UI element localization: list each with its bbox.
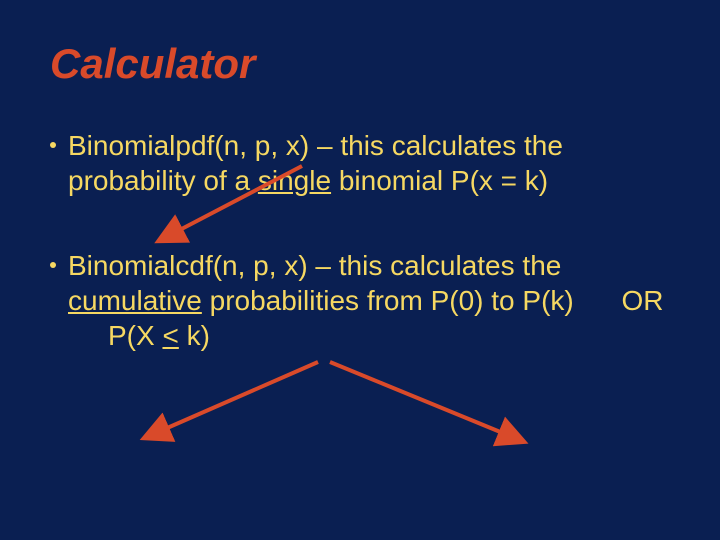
- bullet-2-cumulative: cumulative: [68, 285, 202, 316]
- bullet-1-single: single: [258, 165, 331, 196]
- bullet-2-or: OR: [622, 285, 664, 316]
- bullet-2-leq: <: [162, 320, 178, 351]
- bullet-2: Binomialcdf(n, p, x) – this calculates t…: [50, 248, 670, 353]
- bullet-2-tail1: P(X: [108, 320, 162, 351]
- bullet-2-text-b: probabilities from P(0) to P(k): [202, 285, 574, 316]
- bullet-1: Binomialpdf(n, p, x) – this calculates t…: [50, 128, 670, 198]
- bullet-dot: [50, 262, 56, 268]
- bullet-dot: [50, 142, 56, 148]
- bullet-1-text-b: binomial P(x = k): [331, 165, 548, 196]
- slide: Calculator Binomialpdf(n, p, x) – this c…: [0, 0, 720, 540]
- bullet-2-tail2: k): [179, 320, 210, 351]
- slide-title: Calculator: [50, 40, 670, 88]
- bullet-2-text-a: Binomialcdf(n, p, x) – this calculates t…: [68, 250, 561, 281]
